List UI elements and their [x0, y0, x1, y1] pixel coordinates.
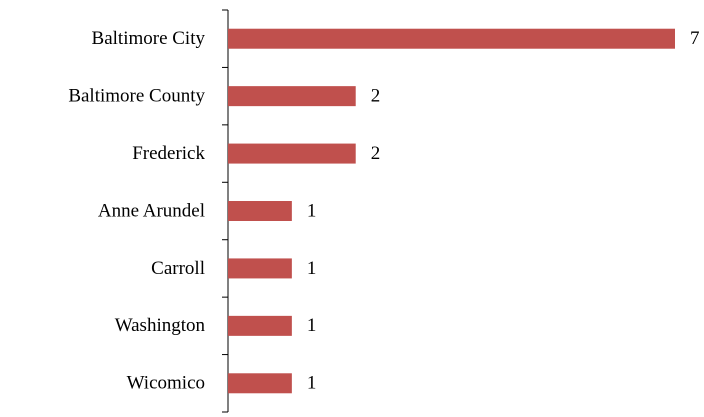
y-tick-label: Baltimore County	[68, 86, 205, 107]
y-tick-label: Wicomico	[127, 373, 205, 394]
y-tick-label: Anne Arundel	[98, 200, 205, 221]
value-label: 2	[371, 86, 381, 107]
bar	[228, 315, 292, 336]
bar	[228, 143, 356, 164]
y-tick-label: Washington	[115, 315, 206, 336]
bar	[228, 28, 675, 49]
bar	[228, 373, 292, 394]
value-label: 7	[690, 28, 700, 49]
value-label: 1	[307, 258, 317, 279]
y-tick-label: Frederick	[132, 143, 205, 164]
bar	[228, 86, 356, 107]
y-tick-label: Carroll	[151, 258, 205, 279]
value-label: 1	[307, 373, 317, 394]
value-label: 2	[371, 143, 381, 164]
bar	[228, 201, 292, 221]
y-tick-label: Baltimore City	[92, 28, 206, 49]
value-label: 1	[307, 200, 317, 221]
bar	[228, 258, 292, 279]
value-label: 1	[307, 315, 317, 336]
